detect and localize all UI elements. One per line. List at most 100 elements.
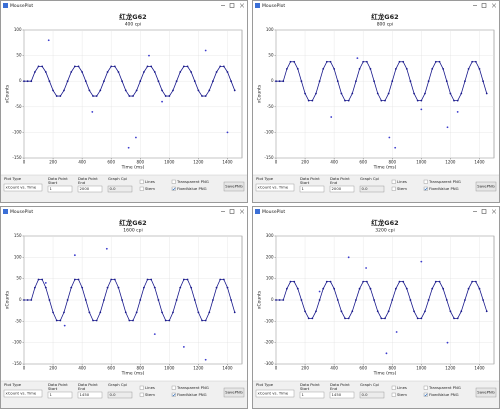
plot-type-select[interactable]	[255, 183, 295, 192]
data-point	[329, 60, 332, 63]
y-axis-label: xCounts	[5, 290, 11, 309]
data-point	[485, 92, 488, 95]
y-axis-label: xCounts	[5, 84, 11, 103]
end-value: 2000	[80, 186, 90, 191]
end-input[interactable]	[77, 391, 103, 399]
x-tick-label: 1400	[474, 160, 485, 165]
y-tick-label: -150	[12, 155, 22, 160]
maximize-button[interactable]	[481, 209, 487, 214]
plot-type-select[interactable]	[255, 389, 295, 398]
data-point	[293, 60, 296, 63]
close-button[interactable]	[491, 209, 497, 214]
title-bar	[253, 1, 499, 10]
y-tick-label: -100	[12, 129, 22, 134]
data-point	[369, 68, 372, 70]
data-point	[351, 310, 354, 313]
data-point	[275, 80, 277, 83]
data-point	[44, 71, 47, 73]
stem-checkbox[interactable]	[139, 392, 144, 397]
chart-subtitle: 800 cpi	[377, 22, 394, 28]
data-point	[143, 71, 145, 73]
fixed-checkbox[interactable]	[171, 186, 176, 191]
data-point	[362, 280, 365, 283]
transparent-checkbox[interactable]	[171, 179, 176, 184]
window-title: MousePlot	[10, 3, 33, 9]
y-tick-label: 100	[14, 27, 22, 32]
data-point	[340, 92, 343, 95]
data-point	[474, 60, 477, 63]
chart-title: 红龙G62	[371, 218, 398, 227]
lines-checkbox[interactable]	[139, 179, 144, 184]
data-point	[420, 260, 423, 263]
data-point	[179, 286, 182, 289]
lines-checkbox[interactable]	[391, 179, 396, 184]
data-point	[355, 299, 357, 301]
data-point	[23, 299, 25, 301]
end-input[interactable]	[329, 185, 355, 193]
close-button[interactable]	[239, 209, 245, 214]
data-point	[409, 299, 412, 301]
x-tick-label: 1000	[164, 160, 175, 165]
data-point	[460, 310, 463, 313]
data-point	[143, 286, 145, 289]
plot-type-select[interactable]	[3, 389, 43, 398]
start-input[interactable]	[299, 185, 325, 193]
maximize-button[interactable]	[481, 3, 487, 8]
data-point	[52, 311, 54, 314]
transparent-checkbox[interactable]	[423, 385, 428, 390]
data-point	[315, 310, 317, 313]
transparent-checkbox[interactable]	[423, 179, 428, 184]
end-input[interactable]	[77, 185, 103, 193]
end-input[interactable]	[329, 391, 355, 399]
start-value: 1	[50, 186, 53, 191]
save-button[interactable]	[475, 387, 497, 398]
save-button[interactable]	[223, 387, 245, 398]
x-tick-label: 1400	[474, 366, 485, 371]
start-input[interactable]	[299, 391, 325, 399]
lines-checkbox[interactable]	[139, 385, 144, 390]
maximize-button[interactable]	[229, 209, 235, 214]
start-input[interactable]	[47, 391, 73, 399]
plot-type-select[interactable]	[3, 183, 43, 192]
data-point	[330, 116, 333, 118]
save-button[interactable]	[223, 181, 245, 192]
fixed-checkbox[interactable]	[423, 186, 428, 191]
x-tick-label: 200	[49, 160, 57, 165]
data-point	[135, 89, 138, 92]
x-axis-label: Time (ms)	[373, 165, 397, 171]
stem-checkbox[interactable]	[139, 186, 144, 191]
data-point	[153, 286, 156, 289]
save-button[interactable]	[475, 181, 497, 192]
x-tick-label: 600	[359, 160, 367, 165]
fixed-checkbox[interactable]	[423, 392, 428, 397]
start-input[interactable]	[47, 185, 73, 193]
data-point	[420, 317, 423, 320]
data-point	[446, 126, 449, 129]
data-point	[325, 60, 328, 63]
data-point	[385, 352, 388, 355]
fixed-checkbox[interactable]	[171, 392, 176, 397]
data-point	[289, 280, 292, 283]
end-sub-label: End	[330, 180, 338, 185]
data-point	[95, 319, 98, 322]
data-point	[438, 280, 441, 283]
transparent-checkbox[interactable]	[171, 385, 176, 390]
close-button[interactable]	[239, 3, 245, 8]
stem-checkbox[interactable]	[391, 186, 396, 191]
data-point	[387, 92, 390, 95]
data-point	[384, 99, 386, 102]
save-label: SavePNG	[477, 184, 494, 189]
stem-checkbox[interactable]	[391, 392, 396, 397]
maximize-button[interactable]	[229, 3, 235, 8]
close-button[interactable]	[491, 3, 497, 8]
fixed-check	[172, 187, 176, 191]
x-tick-label: 400	[78, 160, 86, 165]
data-point	[394, 146, 397, 149]
lines-checkbox[interactable]	[391, 385, 396, 390]
y-tick-label: -200	[264, 340, 274, 345]
data-point	[103, 299, 105, 301]
transparent-label: Transparent PNG	[176, 385, 209, 390]
data-point	[322, 287, 325, 290]
y-tick-label: -100	[264, 318, 274, 323]
data-point	[182, 65, 185, 68]
